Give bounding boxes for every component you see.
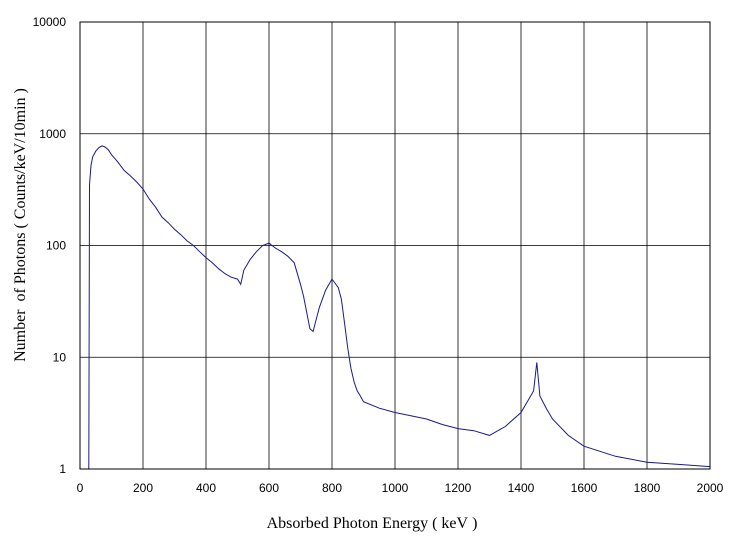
x-tick-label: 1400	[508, 481, 535, 495]
grid	[80, 22, 710, 469]
x-tick-label: 1800	[634, 481, 661, 495]
series-line	[88, 145, 711, 470]
x-axis-title: Absorbed Photon Energy ( keV )	[267, 515, 478, 532]
x-tick-labels: 0 200 400 600 800 1000 1200 1400 1600 1800 2000	[77, 481, 724, 495]
x-tick-label: 200	[133, 481, 153, 495]
x-tick-label: 1000	[382, 481, 409, 495]
y-tick-label: 10	[53, 350, 67, 364]
x-tick-label: 800	[322, 481, 342, 495]
y-tick-label: 10000	[33, 15, 67, 29]
y-axis-title: Number of Photons ( Counts/keV/10min )	[12, 88, 29, 362]
x-tick-label: 600	[259, 481, 279, 495]
x-tick-label: 400	[196, 481, 216, 495]
y-tick-label: 100	[46, 239, 66, 253]
y-tick-labels: 1 10 100 1000 10000	[33, 15, 67, 476]
x-tick-label: 1600	[571, 481, 598, 495]
plot-frame	[79, 21, 711, 470]
y-tick-label: 1	[59, 462, 66, 476]
y-tick-label: 1000	[39, 127, 66, 141]
x-tick-label: 1200	[445, 481, 472, 495]
x-tick-label: 2000	[697, 481, 724, 495]
x-tick-label: 0	[77, 481, 84, 495]
